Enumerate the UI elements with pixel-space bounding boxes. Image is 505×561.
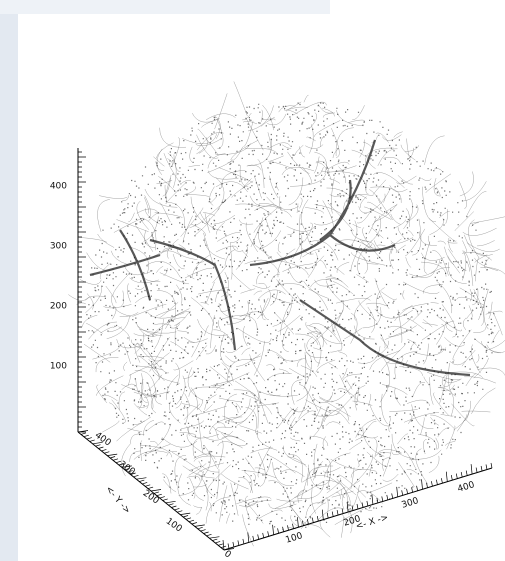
z-tick-label: 300 (50, 242, 67, 252)
visualization: 1002003004000100200300400100200300400<- … (0, 0, 505, 561)
background (0, 0, 505, 561)
top-strip (0, 0, 330, 14)
page: 1002003004000100200300400100200300400<- … (0, 0, 505, 561)
z-tick-label: 400 (50, 182, 67, 192)
z-tick-label: 200 (50, 302, 67, 312)
z-tick-label: 100 (50, 362, 67, 372)
left-strip (0, 0, 18, 561)
